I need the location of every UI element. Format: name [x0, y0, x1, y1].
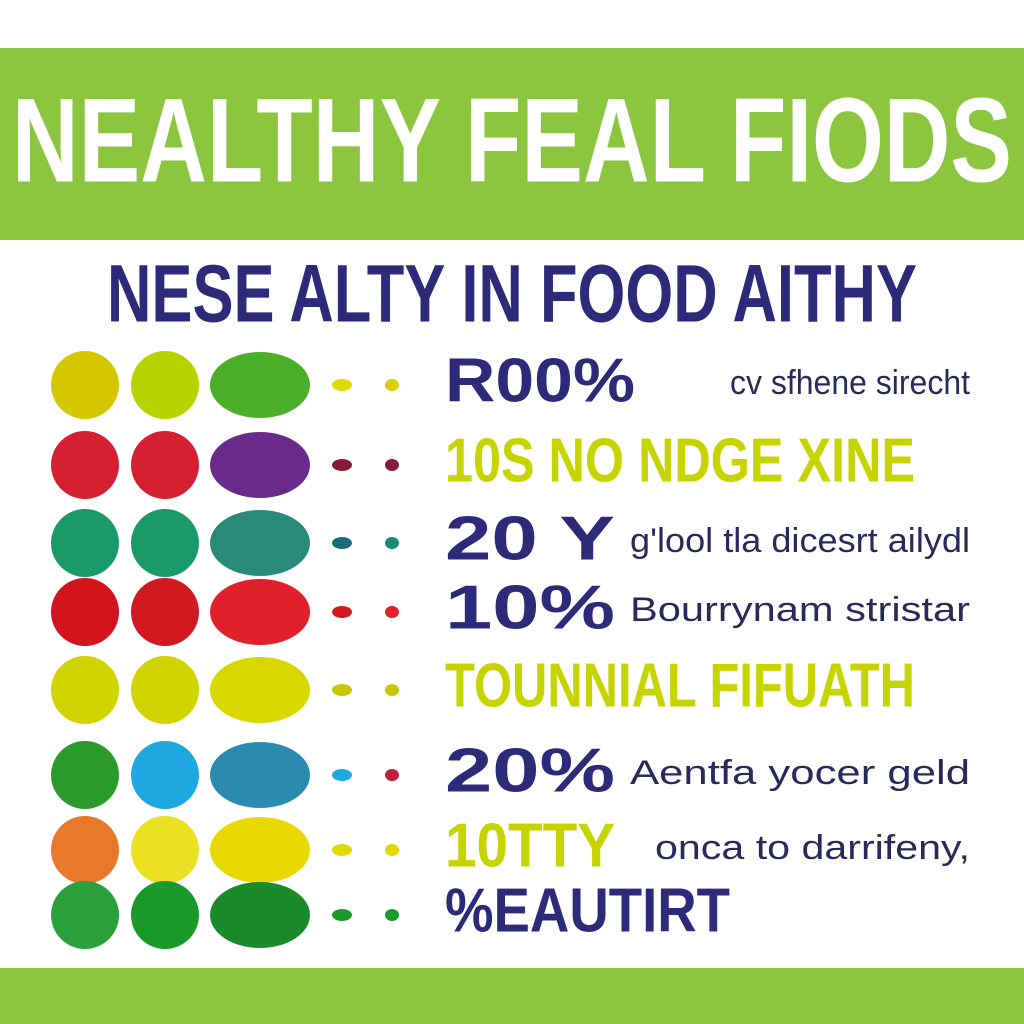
dot	[332, 844, 352, 856]
row-label: 10S NO NDGE XINE	[445, 426, 915, 495]
title: NEALTHY FEAL FIODS	[12, 74, 1012, 208]
row-label: %EAUTIRT	[445, 876, 730, 945]
food-icon	[51, 741, 119, 809]
dot	[332, 459, 352, 471]
row-label: TOUNNIAL FIFUATH	[445, 651, 915, 720]
dot	[332, 909, 352, 921]
dot	[385, 459, 399, 471]
dot	[385, 606, 399, 618]
food-icon	[131, 509, 199, 577]
food-rows: R00% cv sfhene sirecht 10S NO NDGE XINE 20 …	[51, 346, 971, 949]
food-icon	[131, 656, 199, 724]
dot	[332, 606, 352, 618]
dot	[385, 684, 399, 696]
food-icon	[131, 741, 199, 809]
food-icon	[131, 431, 199, 499]
food-icon	[210, 657, 310, 723]
food-icon	[51, 578, 119, 646]
dot	[332, 684, 352, 696]
food-icon	[131, 816, 199, 884]
dot	[332, 769, 352, 781]
food-icon	[210, 579, 310, 645]
row-description: Aentfa yocer geld	[630, 754, 970, 792]
dot	[385, 844, 399, 856]
dot	[385, 769, 399, 781]
food-icon	[51, 656, 119, 724]
food-icon	[131, 351, 199, 419]
food-icon	[210, 432, 310, 498]
footer-band	[0, 968, 1024, 1024]
food-icon	[131, 881, 199, 949]
food-icon	[210, 882, 310, 948]
row-description: Bourrynam stristar	[630, 591, 970, 629]
food-icon	[210, 510, 310, 576]
header-band	[0, 48, 1024, 240]
dot	[385, 379, 399, 391]
food-icon	[51, 816, 119, 884]
food-icon	[51, 351, 119, 419]
dot	[385, 909, 399, 921]
food-icon	[51, 431, 119, 499]
dot	[332, 537, 352, 549]
food-icon	[131, 578, 199, 646]
subtitle: NESE ALTY IN FOOD AITHY	[107, 249, 917, 340]
dot	[385, 537, 399, 549]
row-label: 20 Y	[445, 504, 615, 573]
food-icon	[51, 509, 119, 577]
row-label: 10%	[445, 573, 615, 642]
dot	[332, 379, 352, 391]
row-description: g'lool tla dicesrt ailydl	[630, 522, 970, 560]
food-icon	[51, 881, 119, 949]
food-icon	[210, 742, 310, 808]
row-label: 10TTY	[445, 811, 615, 880]
food-icon	[210, 352, 310, 418]
row-label: R00%	[445, 346, 635, 415]
food-icon	[210, 817, 310, 883]
row-description: onca to darrifeny,	[655, 829, 970, 867]
row-description: cv sfhene sirecht	[730, 364, 971, 402]
row-label: 20%	[445, 736, 615, 805]
